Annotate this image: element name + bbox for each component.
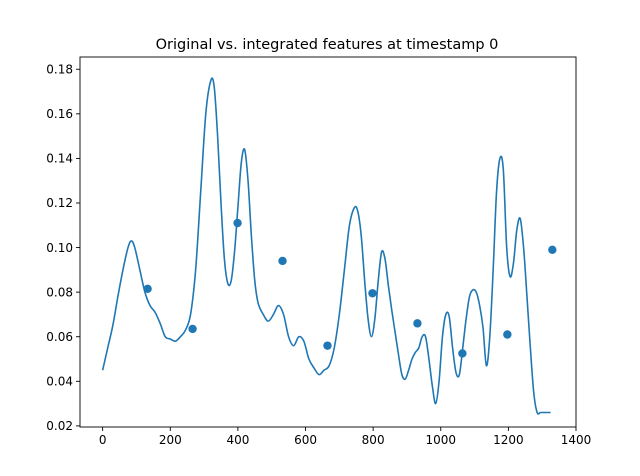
x-tick-label: 1000 bbox=[425, 433, 456, 447]
x-tick-label: 800 bbox=[362, 433, 385, 447]
scatter-point bbox=[548, 245, 557, 255]
y-tick-label: 0.06 bbox=[46, 330, 73, 344]
x-tick-label: 1400 bbox=[561, 433, 592, 447]
scatter-point bbox=[278, 256, 287, 266]
y-tick-label: 0.16 bbox=[46, 107, 73, 121]
y-tick-label: 0.12 bbox=[46, 196, 73, 210]
scatter-point bbox=[413, 319, 422, 328]
x-axis: 0 200 400 600 800 1000 1200 1400 bbox=[99, 427, 591, 447]
series-line bbox=[101, 77, 551, 415]
y-tick-label: 0.10 bbox=[46, 241, 73, 255]
scatter-point bbox=[143, 284, 152, 294]
scatter-point bbox=[188, 324, 197, 334]
y-tick-label: 0.14 bbox=[46, 152, 73, 166]
y-tick-label: 0.08 bbox=[46, 285, 73, 299]
plot-frame bbox=[79, 56, 577, 428]
x-tick-label: 600 bbox=[294, 433, 317, 447]
scatter-point bbox=[323, 341, 332, 350]
y-axis: 0.02 0.04 0.06 0.08 0.10 0.12 0.14 0.16 0.18 bbox=[46, 62, 80, 433]
scatter-point bbox=[368, 289, 377, 298]
chart-title: Original vs. integrated features at time… bbox=[156, 37, 499, 53]
y-tick-label: 0.02 bbox=[46, 419, 73, 433]
scatter-point bbox=[503, 330, 512, 339]
x-tick-label: 1200 bbox=[493, 433, 524, 447]
y-tick-label: 0.04 bbox=[46, 375, 73, 389]
x-tick-label: 400 bbox=[226, 433, 249, 447]
plot-area bbox=[101, 77, 557, 415]
scatter-point bbox=[233, 218, 242, 228]
y-tick-label: 0.18 bbox=[46, 62, 73, 76]
scatter-point bbox=[458, 349, 467, 358]
x-tick-label: 200 bbox=[159, 433, 182, 447]
x-tick-label: 0 bbox=[99, 433, 107, 447]
